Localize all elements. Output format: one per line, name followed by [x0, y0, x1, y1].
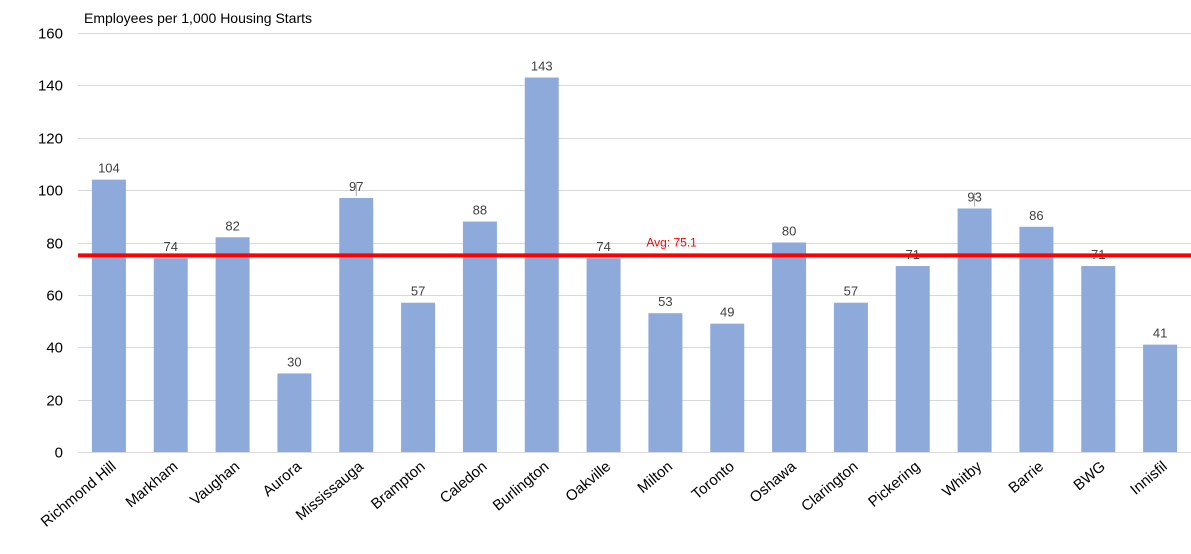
y-tick-label: 100: [38, 183, 63, 200]
x-category-label: Brampton: [368, 458, 429, 513]
bar: [524, 77, 559, 453]
y-tick-label: 120: [38, 131, 63, 148]
x-category-label: Vaughan: [187, 458, 243, 509]
bar: [895, 266, 930, 452]
y-tick-label: 80: [46, 236, 63, 253]
bar: [401, 302, 436, 452]
data-labels: 10474823097578814374534980577193867141: [98, 59, 1167, 370]
y-tick-label: 60: [46, 288, 63, 305]
x-category-label: Markham: [123, 458, 182, 511]
bars: [91, 77, 1178, 453]
bar: [153, 258, 188, 452]
data-label: 80: [782, 224, 796, 239]
chart-title: Employees per 1,000 Housing Starts: [84, 10, 312, 26]
y-tick-label: 20: [46, 393, 63, 410]
data-label: 82: [225, 218, 239, 233]
x-category-label: Richmond Hill: [38, 458, 120, 531]
data-label: 57: [411, 284, 425, 299]
x-category-label: Whitby: [939, 458, 985, 501]
data-label: 30: [287, 354, 301, 369]
bar: [215, 237, 250, 452]
bar: [339, 197, 374, 452]
data-label: 86: [1029, 208, 1043, 223]
bar: [1019, 226, 1054, 452]
data-label: 74: [596, 239, 610, 254]
bar: [772, 242, 807, 452]
x-category-label: Oshawa: [747, 458, 801, 507]
x-category-label: Milton: [634, 458, 676, 497]
average-line-group: Avg: 75.1: [78, 235, 1191, 258]
x-category-label: Innisfil: [1127, 458, 1171, 498]
x-category-label: Barrie: [1005, 458, 1047, 497]
average-label: Avg: 75.1: [646, 235, 697, 249]
bar: [91, 179, 126, 452]
bar: [648, 313, 683, 452]
x-category-label: Pickering: [865, 458, 923, 511]
x-category-label: Oakville: [562, 458, 614, 505]
x-category-label: Mississauga: [293, 458, 368, 524]
data-label: 41: [1153, 326, 1167, 341]
y-axis-tick-labels: 0 20 40 60 80 100 120 140 160: [38, 26, 63, 462]
bar: [1143, 344, 1178, 452]
data-label: 74: [164, 239, 178, 254]
data-label: 49: [720, 305, 734, 320]
bar: [833, 302, 868, 452]
x-category-label: Clarington: [798, 458, 861, 515]
x-category-label: Caledon: [437, 458, 491, 507]
x-category-label: Aurora: [260, 458, 306, 500]
x-category-label: Toronto: [689, 458, 738, 503]
y-tick-label: 0: [55, 445, 63, 462]
x-category-label: BWG: [1070, 458, 1108, 494]
bar: [1081, 266, 1116, 452]
data-label: 88: [473, 203, 487, 218]
bar: [277, 373, 312, 452]
y-tick-label: 160: [38, 26, 63, 43]
y-tick-label: 140: [38, 78, 63, 95]
x-axis-category-labels: Richmond Hill Markham Vaughan AuroraMississ…: [38, 458, 1171, 531]
bar: [957, 208, 992, 452]
data-label: 57: [844, 284, 858, 299]
y-tick-label: 40: [46, 340, 63, 357]
bar: [710, 323, 745, 452]
bar: [586, 258, 621, 452]
x-category-label: Burlington: [490, 458, 553, 514]
data-label: 143: [531, 59, 553, 74]
grid-lines: [78, 33, 1191, 453]
data-label: 104: [98, 161, 120, 176]
bar: [462, 221, 497, 452]
data-label: 53: [658, 294, 672, 309]
